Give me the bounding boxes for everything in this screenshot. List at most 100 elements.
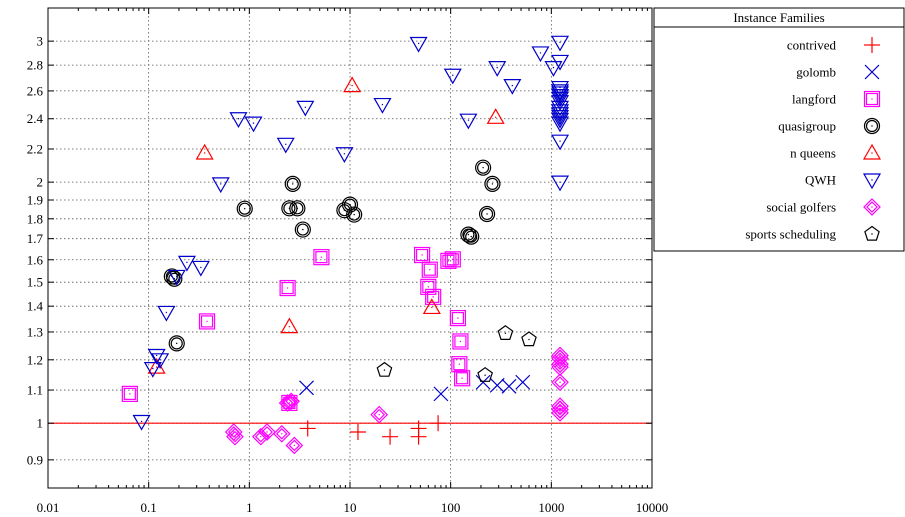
data-point bbox=[550, 134, 570, 151]
series-social-golfers bbox=[224, 346, 569, 455]
y-tick-label: 2 bbox=[37, 175, 44, 190]
data-point bbox=[143, 362, 162, 378]
data-point bbox=[463, 228, 480, 245]
data-point bbox=[168, 335, 185, 352]
x-tick-label: 10000 bbox=[636, 500, 669, 515]
y-tick-label: 1.1 bbox=[27, 383, 43, 398]
data-point bbox=[147, 348, 166, 365]
data-point bbox=[279, 279, 296, 297]
y-tick-label: 1.7 bbox=[27, 231, 44, 246]
legend-label: n queens bbox=[790, 146, 836, 161]
legend-label: contrived bbox=[787, 38, 837, 53]
x-tick-label: 0.01 bbox=[37, 500, 60, 515]
data-points-layer bbox=[121, 35, 570, 455]
data-point bbox=[550, 91, 570, 108]
data-point bbox=[294, 221, 311, 238]
data-point bbox=[236, 200, 253, 217]
legend-label: QWH bbox=[805, 173, 836, 188]
data-point bbox=[422, 298, 441, 315]
series-golomb bbox=[299, 374, 531, 402]
data-point bbox=[244, 116, 263, 133]
data-point bbox=[198, 313, 216, 330]
data-point bbox=[373, 97, 392, 114]
data-point bbox=[497, 325, 514, 340]
data-point bbox=[343, 76, 362, 93]
y-tick-label: 1.5 bbox=[27, 275, 43, 290]
legend-label: langford bbox=[792, 92, 837, 107]
data-point bbox=[191, 260, 210, 277]
data-point bbox=[376, 361, 393, 377]
tick-labels-layer: 0.01 0.1 1 10 100 1000 10000 0.9 1 1.1 1.2 1.3 1.4 1.… bbox=[27, 8, 669, 515]
data-point bbox=[484, 175, 501, 192]
data-point bbox=[349, 424, 366, 441]
y-tick-label: 1 bbox=[37, 416, 44, 431]
y-tick-label: 1.2 bbox=[27, 352, 43, 367]
data-point bbox=[515, 374, 531, 390]
legend: Instance Families contrived golomb langfor… bbox=[653, 7, 905, 252]
data-point bbox=[501, 378, 517, 394]
data-point bbox=[410, 428, 427, 445]
data-point bbox=[284, 175, 301, 192]
y-tick-label: 2.4 bbox=[27, 111, 44, 126]
data-point bbox=[251, 427, 270, 446]
data-point bbox=[443, 68, 462, 85]
data-point bbox=[440, 252, 457, 269]
data-point bbox=[409, 36, 428, 53]
data-point bbox=[488, 61, 507, 77]
data-point bbox=[433, 386, 449, 402]
data-point bbox=[299, 420, 316, 437]
y-tick-label: 0.9 bbox=[27, 452, 43, 467]
legend-label: quasigroup bbox=[778, 119, 836, 134]
y-tick-label: 3 bbox=[37, 34, 44, 49]
data-point bbox=[475, 374, 491, 390]
x-tick-label: 100 bbox=[441, 500, 461, 515]
series-sports-scheduling bbox=[376, 325, 537, 382]
data-point bbox=[531, 46, 550, 63]
data-point bbox=[420, 278, 437, 295]
legend-marker bbox=[863, 117, 881, 135]
legend-label: social golfers bbox=[766, 200, 836, 215]
data-point bbox=[335, 147, 354, 163]
data-point bbox=[121, 385, 138, 402]
data-point bbox=[477, 366, 494, 382]
data-point bbox=[370, 405, 389, 424]
legend-marker bbox=[863, 198, 881, 216]
data-point bbox=[276, 137, 295, 154]
series-contrived bbox=[299, 415, 447, 445]
legend-frame bbox=[653, 7, 905, 252]
data-point bbox=[229, 112, 248, 128]
y-tick-label: 2.6 bbox=[27, 83, 44, 98]
data-point bbox=[430, 415, 447, 432]
data-point bbox=[449, 309, 467, 327]
data-point bbox=[550, 175, 570, 192]
legend-marker bbox=[864, 37, 880, 53]
data-point bbox=[486, 108, 505, 124]
data-point bbox=[478, 205, 496, 223]
data-point bbox=[313, 249, 330, 266]
legend-marker bbox=[862, 173, 882, 190]
data-point bbox=[551, 358, 569, 376]
data-point bbox=[151, 353, 170, 370]
data-point bbox=[550, 54, 570, 71]
data-point bbox=[413, 246, 431, 264]
y-tick-label: 1.3 bbox=[27, 324, 43, 339]
legend-label: sports scheduling bbox=[745, 227, 836, 242]
x-tick-label: 1000 bbox=[538, 500, 564, 515]
legend-title: Instance Families bbox=[733, 10, 824, 25]
series-QWH bbox=[132, 35, 570, 431]
data-point bbox=[132, 414, 151, 431]
legend-marker bbox=[864, 225, 880, 241]
data-point bbox=[551, 373, 569, 392]
legend-marker bbox=[863, 90, 881, 108]
data-point bbox=[544, 61, 563, 77]
data-point bbox=[454, 370, 471, 387]
data-point bbox=[280, 317, 299, 334]
x-tick-label: 1 bbox=[246, 500, 253, 515]
y-tick-label: 1.6 bbox=[27, 252, 44, 267]
data-point bbox=[489, 377, 505, 393]
legend-marker bbox=[862, 143, 882, 160]
data-point bbox=[299, 380, 314, 396]
data-point bbox=[421, 261, 438, 278]
data-point bbox=[550, 112, 570, 129]
